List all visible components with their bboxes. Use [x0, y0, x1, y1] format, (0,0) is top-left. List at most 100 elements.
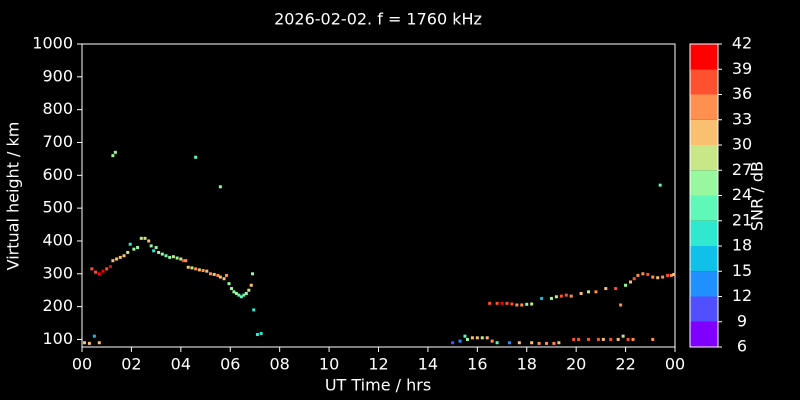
y-tick-label: 100: [42, 329, 73, 348]
point: [525, 302, 529, 306]
point: [225, 273, 229, 277]
point: [505, 301, 509, 305]
point: [495, 341, 499, 345]
point: [520, 303, 524, 307]
point: [636, 273, 640, 277]
point: [619, 303, 623, 307]
point: [208, 272, 212, 276]
point: [108, 265, 112, 269]
colorbar-tick-label: 18: [732, 236, 752, 255]
point: [656, 276, 660, 280]
point: [537, 341, 541, 345]
point: [475, 336, 479, 340]
point: [587, 337, 591, 341]
point: [557, 341, 561, 345]
point: [216, 273, 220, 277]
colorbar-tick-label: 33: [732, 109, 752, 128]
point: [661, 275, 665, 279]
colorbar-band: [690, 94, 718, 120]
colorbar-tick-label: 36: [732, 84, 752, 103]
y-tick-label: 600: [42, 165, 73, 184]
point: [152, 249, 156, 253]
y-axis-label: Virtual height / km: [4, 122, 23, 271]
point: [631, 337, 635, 341]
x-tick-label: 16: [467, 355, 487, 374]
colorbar-tick-label: 15: [732, 261, 752, 280]
point: [154, 246, 158, 250]
point: [115, 257, 119, 261]
point: [569, 294, 573, 298]
point: [197, 268, 201, 272]
point: [136, 246, 140, 250]
colorbar-label: SNR / dB: [748, 161, 767, 231]
x-tick-label: 06: [220, 355, 240, 374]
point: [515, 303, 519, 307]
point: [237, 293, 241, 297]
point: [510, 302, 514, 306]
colorbar-band: [690, 296, 718, 322]
point: [255, 333, 259, 337]
point: [234, 291, 238, 295]
point: [632, 277, 636, 281]
point: [530, 341, 534, 345]
y-tick-label: 900: [42, 66, 73, 85]
point: [252, 308, 256, 312]
point: [626, 337, 630, 341]
x-axis-label: UT Time / hrs: [325, 376, 431, 395]
point: [579, 291, 583, 295]
point: [97, 341, 101, 345]
point: [201, 269, 205, 273]
point: [470, 336, 474, 340]
point: [587, 290, 591, 294]
point: [205, 269, 209, 273]
point: [157, 250, 161, 254]
colorbar-tick-label: 9: [737, 311, 747, 330]
point: [577, 337, 581, 341]
colorbar-band: [690, 69, 718, 95]
point: [244, 291, 248, 295]
point: [194, 155, 198, 159]
point: [97, 272, 101, 276]
colorbar-tick-label: 27: [732, 160, 752, 179]
point: [614, 287, 618, 291]
point: [507, 341, 511, 345]
point: [666, 273, 670, 277]
point: [168, 255, 172, 259]
point: [222, 277, 226, 281]
colorbar-tick-label: 39: [732, 59, 752, 78]
colorbar-tick-label: 12: [732, 286, 752, 305]
point: [229, 287, 233, 291]
point: [227, 282, 231, 286]
x-tick-label: 04: [171, 355, 191, 374]
point: [218, 185, 222, 189]
point: [465, 337, 469, 341]
point: [549, 296, 553, 300]
point: [126, 250, 130, 254]
x-tick-label: 20: [566, 355, 586, 374]
point: [604, 287, 608, 291]
point: [175, 256, 179, 260]
colorbar-band: [690, 44, 718, 70]
colorbar-band: [690, 220, 718, 246]
point: [451, 341, 455, 345]
point: [495, 301, 499, 305]
point: [190, 266, 194, 270]
point: [540, 296, 544, 300]
point: [594, 290, 598, 294]
point: [249, 283, 253, 287]
point: [111, 154, 115, 158]
point: [629, 280, 633, 284]
point: [651, 275, 655, 279]
y-tick-label: 200: [42, 296, 73, 315]
point: [646, 272, 650, 276]
point: [621, 334, 625, 338]
point: [463, 334, 467, 338]
colorbar-band: [690, 170, 718, 196]
point: [458, 339, 462, 343]
point: [239, 295, 243, 299]
point: [530, 302, 534, 306]
y-tick-label: 500: [42, 198, 73, 217]
point: [641, 272, 645, 276]
point: [572, 337, 576, 341]
x-tick-label: 22: [615, 355, 635, 374]
